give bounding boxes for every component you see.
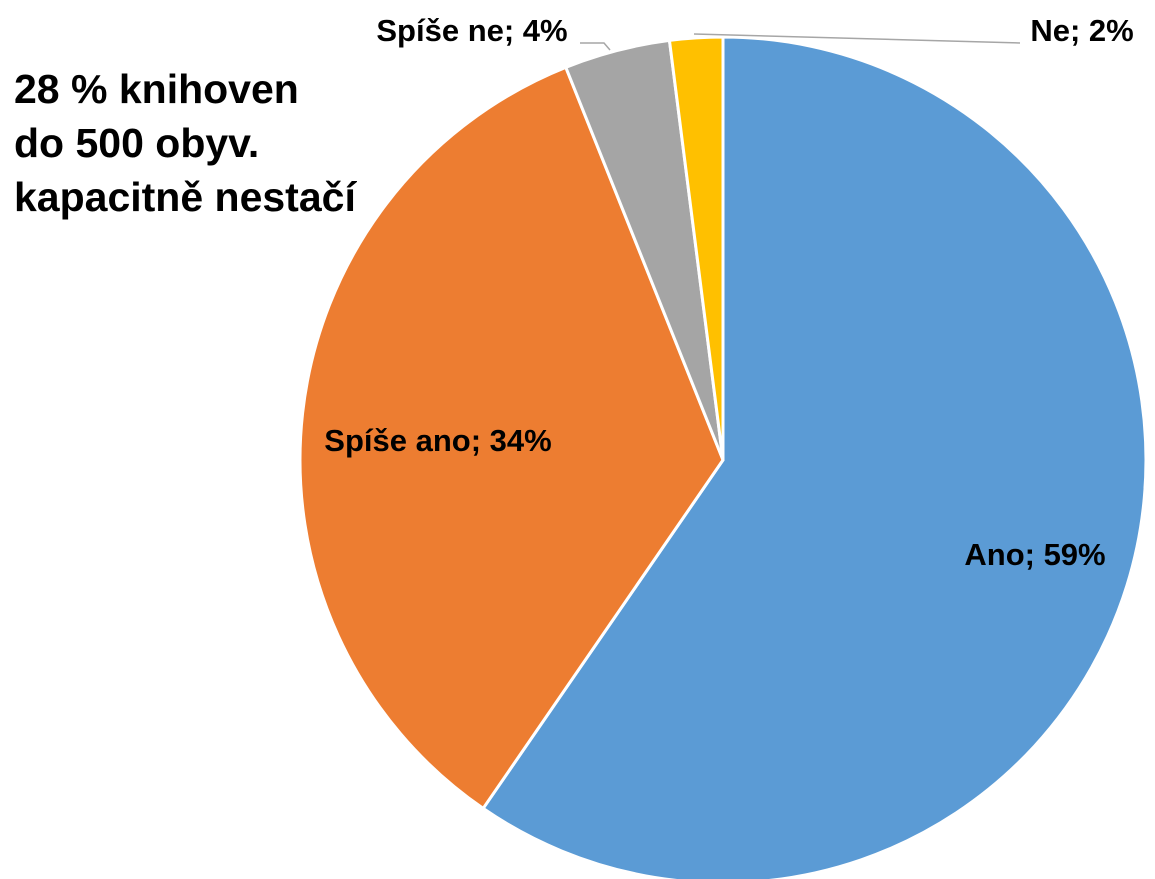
pie-slice-ano [481,35,1148,879]
label-leader-lines [580,33,1021,51]
annotation-line-1: 28 % knihoven [14,66,299,112]
pie-slice-spise-ano [298,65,725,810]
data-label-3: Ne; 2% [1030,13,1133,48]
pie-slice-ne [667,35,725,462]
annotation-line-2: do 500 obyv. [14,120,260,166]
leader-line-3 [693,33,1021,44]
data-label-1: Spíše ano; 34% [324,423,551,458]
leader-line-2 [580,42,611,51]
annotation-line-3: kapacitně nestačí [14,174,356,220]
data-label-0: Ano; 59% [964,537,1105,572]
data-label-2: Spíše ne; 4% [376,13,567,48]
chart-annotation: 28 % knihoven do 500 obyv. kapacitně nes… [14,62,356,224]
pie-data-labels: Ano; 59% Spíše ano; 34% Spíše ne; 4% Ne; 2% [324,13,1133,572]
pie-slices [298,35,1148,879]
